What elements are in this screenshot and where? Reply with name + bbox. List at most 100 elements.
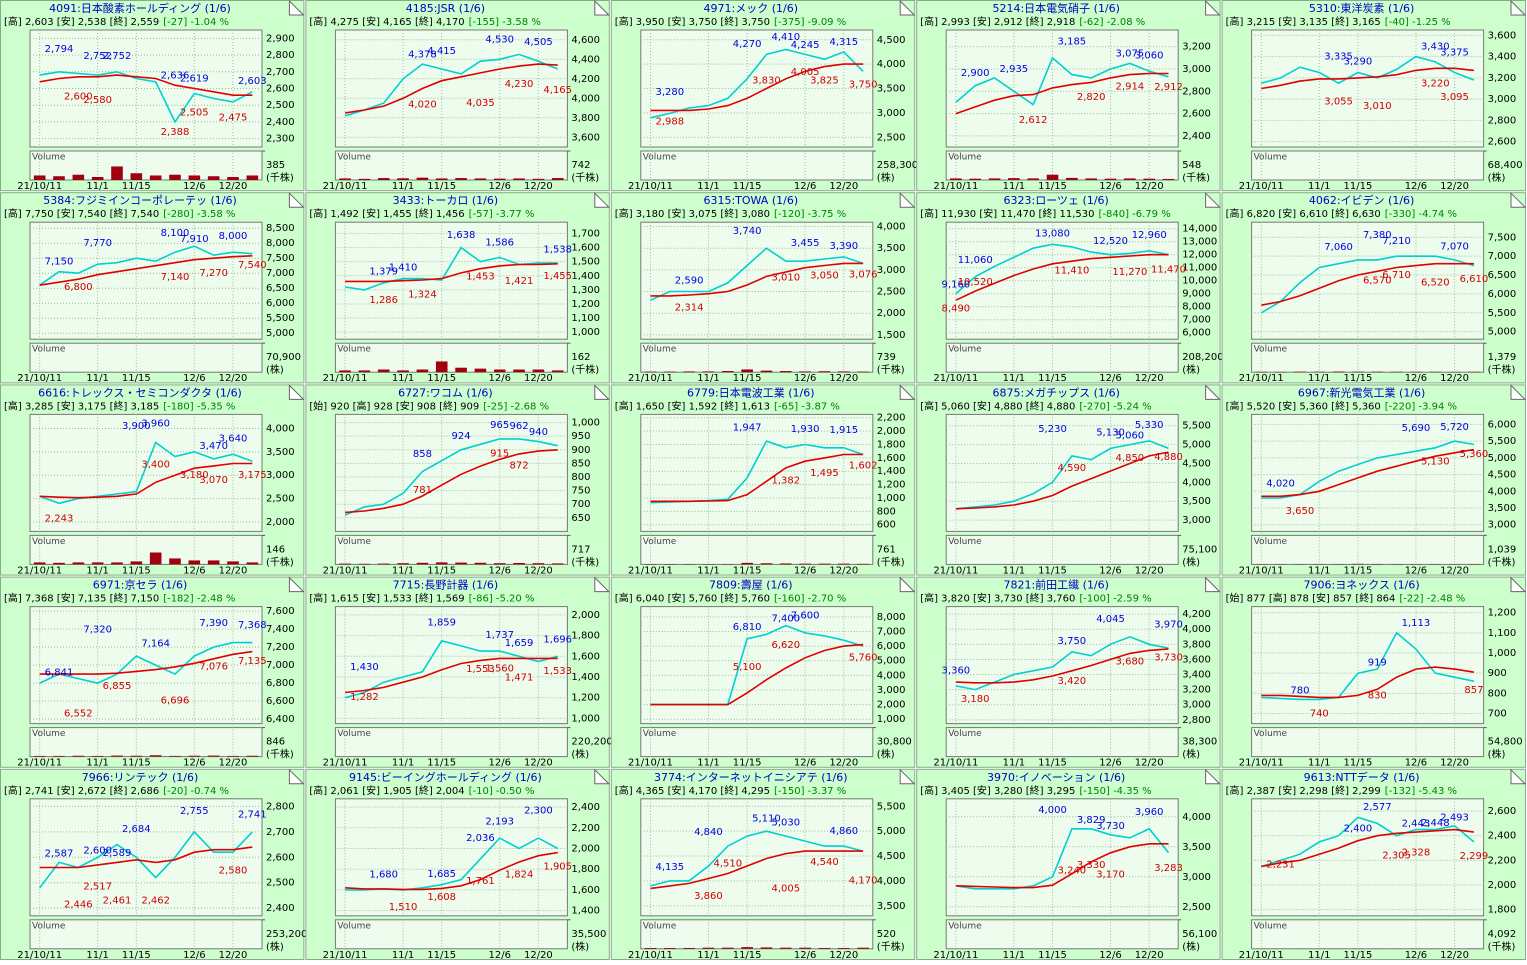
stock-panel: 5310:東洋炭素 (1/6)[高] 3,215 [安] 3,135 [終] 3… <box>1222 1 1525 193</box>
y-tick-label: 6,400 <box>266 714 295 725</box>
y-tick-label: 5,000 <box>266 328 295 339</box>
y-tick-label: 2,400 <box>1488 831 1517 842</box>
stock-panel: 9613:NTTデータ (1/6)[高] 2,387 [安] 2,298 [終]… <box>1222 769 1525 961</box>
x-tick-label: 12/6 <box>488 181 510 192</box>
volume-max-label: 846 <box>266 737 285 748</box>
y-tick-label: 2,000 <box>571 610 600 621</box>
y-tick-label: 6,000 <box>1182 328 1211 339</box>
y-tick-label: 6,000 <box>1488 419 1517 430</box>
y-tick-label: 1,400 <box>571 906 600 917</box>
high-label: 1,113 <box>1402 618 1431 629</box>
volume-label: Volume <box>948 921 982 931</box>
y-tick-label: 8,000 <box>266 238 295 249</box>
volume-bar <box>1085 178 1097 180</box>
y-tick-label: 14,000 <box>1182 224 1217 235</box>
low-label: 11,470 <box>1151 265 1186 276</box>
y-tick-label: 2,200 <box>1488 855 1517 866</box>
x-tick-label: 11/1 <box>1308 181 1330 192</box>
x-tick-label: 11/1 <box>392 373 414 384</box>
y-tick-label: 2,500 <box>266 878 295 889</box>
volume-bar <box>189 560 201 564</box>
volume-bar <box>780 948 792 949</box>
high-label: 940 <box>529 427 548 438</box>
volume-bar <box>857 948 869 949</box>
low-label: 6,620 <box>771 640 800 651</box>
x-tick-label: 11/15 <box>733 758 762 769</box>
high-label: 7,060 <box>1324 242 1353 253</box>
x-tick-label: 21/10/11 <box>17 373 62 384</box>
y-tick-label: 1,300 <box>571 285 600 296</box>
volume-bar <box>552 178 564 180</box>
low-label: 4,165 <box>543 85 572 96</box>
y-tick-label: 750 <box>571 486 590 497</box>
volume-label: Volume <box>643 921 677 931</box>
volume-bar <box>819 948 831 949</box>
volume-bar <box>703 371 715 372</box>
x-tick-label: 11/1 <box>392 181 414 192</box>
y-tick-label: 7,400 <box>266 624 295 635</box>
x-tick-label: 12/20 <box>829 181 858 192</box>
panel-header: [高] 2,061 [安] 1,905 [終] 2,004[-10] -0.50… <box>309 784 534 797</box>
volume-bar <box>189 175 201 180</box>
x-tick-label: 11/15 <box>733 373 762 384</box>
high-label: 11,060 <box>958 255 993 266</box>
x-tick-label: 12/6 <box>1405 181 1427 192</box>
y-tick-label: 2,400 <box>266 117 295 128</box>
volume-unit: (株) <box>266 940 284 953</box>
low-label: 3,283 <box>1154 863 1183 874</box>
x-tick-label: 11/15 <box>1038 950 1067 961</box>
volume-bar <box>378 370 390 373</box>
high-label: 1,410 <box>389 262 418 273</box>
volume-bar <box>339 370 351 372</box>
x-tick-label: 21/10/11 <box>628 181 673 192</box>
volume-max-label: 54,800 <box>1488 737 1523 748</box>
y-tick-label: 13,000 <box>1182 237 1217 248</box>
x-tick-label: 11/15 <box>427 758 456 769</box>
y-tick-label: 11,000 <box>1182 263 1217 274</box>
volume-bar <box>513 178 525 180</box>
y-tick-label: 2,800 <box>1182 86 1211 97</box>
volume-bar <box>819 564 831 565</box>
low-label: 1,382 <box>771 475 800 486</box>
volume-bar <box>436 178 448 180</box>
panel-header: [高] 1,492 [安] 1,455 [終] 1,456[-57] -3.77… <box>309 207 534 220</box>
volume-bar <box>359 179 371 180</box>
high-label: 919 <box>1368 657 1387 668</box>
volume-max-label: 70,900 <box>266 352 301 363</box>
panel-title: 4185:JSR (1/6) <box>406 2 485 15</box>
volume-unit: (株) <box>1488 171 1506 184</box>
low-label: 2,299 <box>1460 851 1489 862</box>
y-tick-label: 2,000 <box>877 308 906 319</box>
low-label: 2,517 <box>83 881 112 892</box>
low-label: 4,850 <box>1116 453 1145 464</box>
volume-bar <box>455 368 467 372</box>
volume-bar <box>761 563 773 564</box>
y-tick-label: 1,100 <box>571 313 600 324</box>
panel-title: 6727:ワコム (1/6) <box>398 386 492 399</box>
y-tick-label: 3,600 <box>1488 30 1517 41</box>
panel-header: [高] 4,275 [安] 4,165 [終] 4,170[-155] -3.5… <box>309 15 540 28</box>
y-tick-label: 2,200 <box>877 413 906 424</box>
y-tick-label: 4,000 <box>266 423 295 434</box>
x-tick-label: 12/6 <box>1099 373 1121 384</box>
low-label: 3,830 <box>752 75 781 86</box>
panel-title: 5310:東洋炭素 (1/6) <box>1309 1 1414 15</box>
low-label: 3,650 <box>1286 506 1315 517</box>
high-label: 1,696 <box>543 634 572 645</box>
stock-panel: 6315:TOWA (1/6)[高] 3,180 [安] 3,075 [終] 3… <box>611 193 914 385</box>
panel-title: 9145:ビーイングホールディング (1/6) <box>349 770 542 784</box>
stock-panel: 7906:ヨネックス (1/6)[始] 877 [高] 878 [安] 857 … <box>1222 577 1525 769</box>
y-tick-label: 1,200 <box>571 299 600 310</box>
high-label: 858 <box>413 449 432 460</box>
panel-title: 4091:日本酸素ホールディング (1/6) <box>49 1 231 15</box>
volume-bar <box>34 175 46 180</box>
volume-bar <box>455 563 467 565</box>
volume-max-label: 520 <box>877 929 896 940</box>
volume-bar <box>53 176 65 180</box>
volume-bar <box>838 948 850 949</box>
volume-max-label: 30,800 <box>877 737 912 748</box>
y-tick-label: 950 <box>571 431 590 442</box>
x-tick-label: 21/10/11 <box>933 758 978 769</box>
x-tick-label: 11/15 <box>733 565 762 576</box>
high-label: 6,810 <box>733 622 762 633</box>
